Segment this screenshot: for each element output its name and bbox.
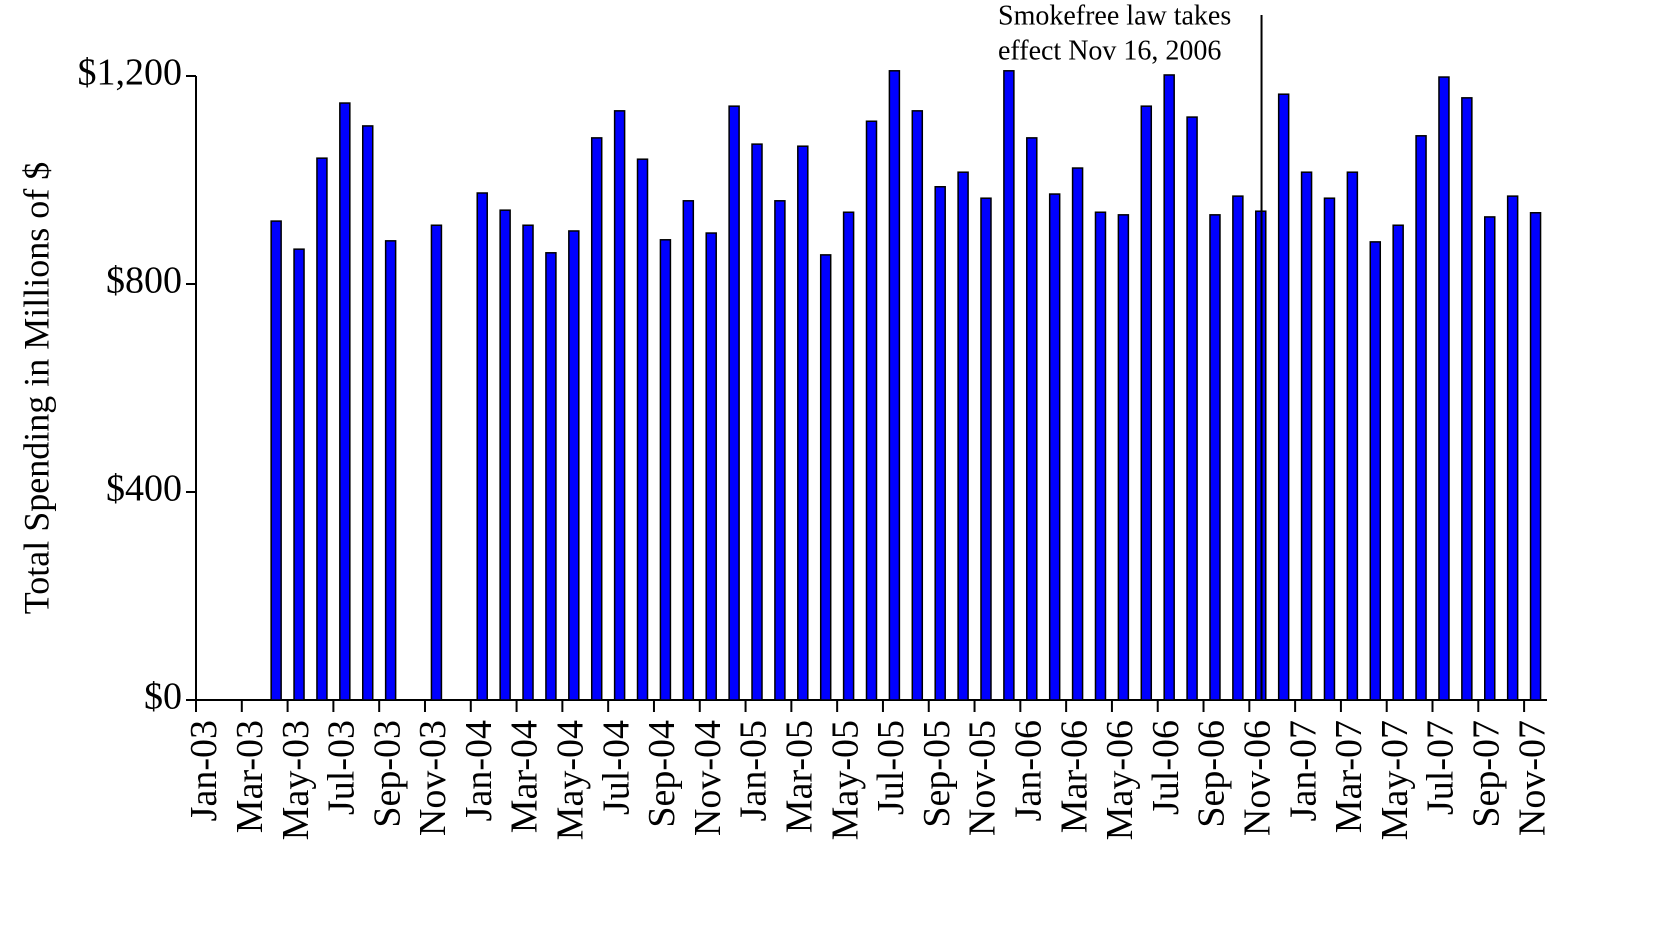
- x-tick-label: May-06: [1099, 720, 1141, 840]
- bar: [1117, 214, 1130, 701]
- bar: [819, 254, 832, 701]
- y-axis-label: Total Spending in Millions of $: [16, 162, 56, 614]
- bar: [430, 224, 443, 701]
- y-tick-label: $0: [144, 676, 182, 718]
- bar: [1346, 171, 1359, 701]
- bar: [522, 224, 534, 701]
- bar: [1209, 214, 1221, 701]
- bar: [842, 211, 855, 701]
- bar: [1232, 195, 1244, 701]
- x-tick-label: Nov-03: [412, 720, 454, 836]
- bar: [339, 102, 351, 701]
- bar: [774, 200, 786, 701]
- x-tick-label: Mar-06: [1053, 720, 1095, 833]
- bar: [1094, 211, 1107, 701]
- y-tick-label: $400: [106, 468, 182, 510]
- bar: [270, 220, 282, 701]
- bar: [1369, 241, 1382, 701]
- bar: [1392, 224, 1404, 701]
- x-tick-label: Sep-07: [1465, 720, 1507, 828]
- bar: [934, 186, 946, 701]
- bar: [613, 110, 626, 701]
- bar: [1140, 105, 1153, 701]
- bar: [1415, 135, 1427, 701]
- bar: [682, 200, 695, 701]
- bar: [1277, 93, 1290, 701]
- x-tick-label: Jul-03: [321, 720, 363, 815]
- x-tick-label: May-07: [1374, 720, 1416, 840]
- bar: [1186, 116, 1198, 701]
- bar: [568, 230, 580, 701]
- x-tick-label: Jul-07: [1420, 720, 1462, 815]
- x-tick-label: Mar-07: [1328, 720, 1370, 833]
- x-tick-label: Jan-07: [1282, 720, 1324, 821]
- bar: [980, 197, 992, 701]
- bar: [1026, 137, 1038, 701]
- x-tick-label: Sep-05: [916, 720, 958, 828]
- bar: [1484, 216, 1496, 701]
- bar: [1323, 197, 1336, 701]
- bar: [911, 110, 924, 701]
- bar: [545, 252, 557, 701]
- bar: [888, 70, 901, 701]
- x-tick-label: Mar-03: [229, 720, 271, 833]
- bar: [1300, 171, 1313, 701]
- x-tick-label: Sep-04: [641, 720, 683, 828]
- bar: [476, 192, 488, 701]
- x-tick-label: Jan-05: [733, 720, 775, 821]
- bar: [636, 158, 649, 701]
- x-tick-label: Sep-03: [366, 720, 408, 828]
- bar: [1048, 193, 1061, 701]
- x-tick-label: May-03: [275, 720, 317, 840]
- x-tick-label: Jan-03: [183, 720, 225, 821]
- bar: [1506, 195, 1519, 701]
- bar: [705, 232, 717, 701]
- bar: [957, 171, 969, 701]
- x-tick-label: Nov-06: [1236, 720, 1278, 836]
- bar: [361, 125, 374, 701]
- bar: [1461, 97, 1473, 701]
- bar: [797, 145, 809, 701]
- bar: [1529, 212, 1542, 701]
- bar: [1071, 167, 1084, 701]
- x-tick-label: Jul-05: [870, 720, 912, 815]
- bar: [865, 120, 878, 701]
- x-tick-label: Mar-05: [779, 720, 821, 833]
- x-tick-label: Sep-06: [1191, 720, 1233, 828]
- bar: [499, 209, 511, 701]
- bar: [293, 248, 305, 701]
- bar: [751, 143, 763, 701]
- x-tick-label: May-05: [824, 720, 866, 840]
- bar: [590, 137, 603, 701]
- annotation: Smokefree law takes: [998, 0, 1231, 31]
- x-tick-label: Jul-06: [1145, 720, 1187, 815]
- bar: [1438, 76, 1450, 701]
- x-tick-label: Nov-04: [687, 720, 729, 836]
- x-tick-label: Jan-06: [1008, 720, 1050, 821]
- x-tick-label: Jul-04: [595, 720, 637, 815]
- bar: [1003, 70, 1015, 701]
- y-tick-label: $1,200: [78, 52, 183, 94]
- bar: [659, 239, 672, 701]
- bar: [316, 157, 328, 701]
- bar: [384, 240, 397, 701]
- bar: [1163, 74, 1175, 701]
- x-tick-label: Nov-07: [1511, 720, 1553, 836]
- y-tick-label: $800: [106, 260, 182, 302]
- x-tick-label: Mar-04: [504, 720, 546, 833]
- x-tick-label: May-04: [550, 720, 592, 840]
- bar: [728, 105, 740, 701]
- annotation: effect Nov 16, 2006: [998, 35, 1221, 66]
- x-tick-label: Nov-05: [962, 720, 1004, 836]
- x-tick-label: Jan-04: [458, 720, 500, 821]
